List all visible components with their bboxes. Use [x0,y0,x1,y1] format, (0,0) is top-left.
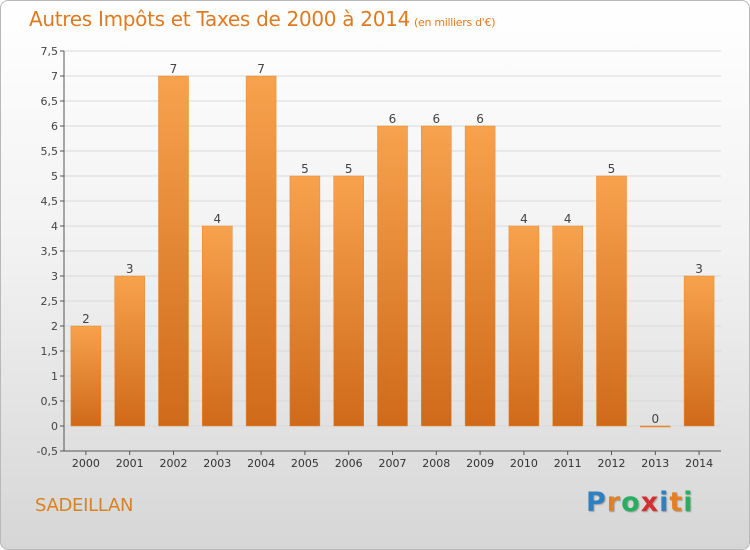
y-tick-label: 0 [51,420,58,433]
y-tick-label: 2,5 [41,295,59,308]
axes: -0,5 0 0,5 1 1,5 2 2,5 3 3,5 4 4,5 5 5,5 6 6,5 7 7,5 [37,45,721,458]
bar [114,275,145,427]
y-tick-label: 1,5 [41,345,59,358]
data-label: 4 [213,212,221,226]
x-tick-label: 2011 [554,457,582,470]
x-tick-label: 2004 [247,457,275,470]
x-tick-label: 2012 [598,457,626,470]
x-tick-label: 2001 [116,457,144,470]
bar [683,275,715,427]
bar [202,225,233,427]
commune-name: SADEILLAN [35,495,134,516]
bar [377,125,408,427]
data-label: 4 [520,212,528,226]
y-tick-label: 3,5 [41,245,59,258]
x-tick-label: 2007 [379,457,407,470]
y-tick-label: 4 [51,220,58,233]
x-tick-label: 2002 [160,457,188,470]
bar [552,225,583,427]
y-tick-label: 0,5 [41,395,59,408]
data-label: 6 [389,112,397,126]
data-label: 5 [345,162,353,176]
y-tick-label: 7 [51,70,58,83]
y-tick-label: 6,5 [41,95,59,108]
y-tick-label: -0,5 [37,445,58,458]
logo-letter: P [586,487,607,518]
logo-letter: i [683,487,694,518]
data-label: 6 [476,112,484,126]
x-tick-label: 2000 [72,457,100,470]
y-tick-label: 1 [51,370,58,383]
data-label: 6 [432,112,440,126]
bar [245,75,277,427]
data-label: 5 [301,162,309,176]
x-tick-label: 2003 [203,457,231,470]
data-label: 7 [170,62,178,76]
y-tick-label: 5 [51,170,58,183]
title-text: Autres Impôts et Taxes de 2000 à 2014 [29,7,410,31]
bar [596,175,627,427]
title-unit: (en milliers d'€) [414,16,496,29]
x-tick-label: 2008 [422,457,450,470]
y-tick-label: 7,5 [41,45,59,58]
x-tick-label: 2013 [641,457,669,470]
bar [70,325,102,427]
x-tick-label: 2014 [685,457,713,470]
bar [333,175,364,427]
x-tick-label: 2005 [291,457,319,470]
y-tick-label: 5,5 [41,145,59,158]
data-label: 2 [82,312,90,326]
bar [640,425,671,428]
logo-letter: t [669,487,684,518]
chart-title: Autres Impôts et Taxes de 2000 à 2014 (en… [29,7,495,31]
y-tick-label: 2 [51,320,58,333]
logo-letter: x [640,487,660,518]
logo-letter: i [659,487,670,518]
bar [421,125,452,427]
bar [158,75,189,427]
y-tick-label: 3 [51,270,58,283]
x-tick-label: 2009 [466,457,494,470]
data-label: 4 [564,212,572,226]
data-label: 5 [608,162,616,176]
labels: 2000 2 2001 3 2002 7 2003 4 2004 7 2005 5 2006 5 2007 6… [72,62,713,470]
logo-letter: r [606,487,622,518]
data-label: 3 [126,262,134,276]
bar [508,225,540,427]
y-tick-label: 6 [51,120,58,133]
x-tick-label: 2010 [510,457,538,470]
proxiti-logo: Proxiti [586,487,694,518]
bars [70,75,715,428]
bar [289,175,321,427]
data-label: 0 [651,412,659,426]
y-tick-label: 4,5 [41,195,59,208]
logo-letter: o [621,487,641,518]
data-label: 3 [695,262,703,276]
bar [464,125,496,427]
x-tick-label: 2006 [335,457,363,470]
data-label: 7 [257,62,265,76]
